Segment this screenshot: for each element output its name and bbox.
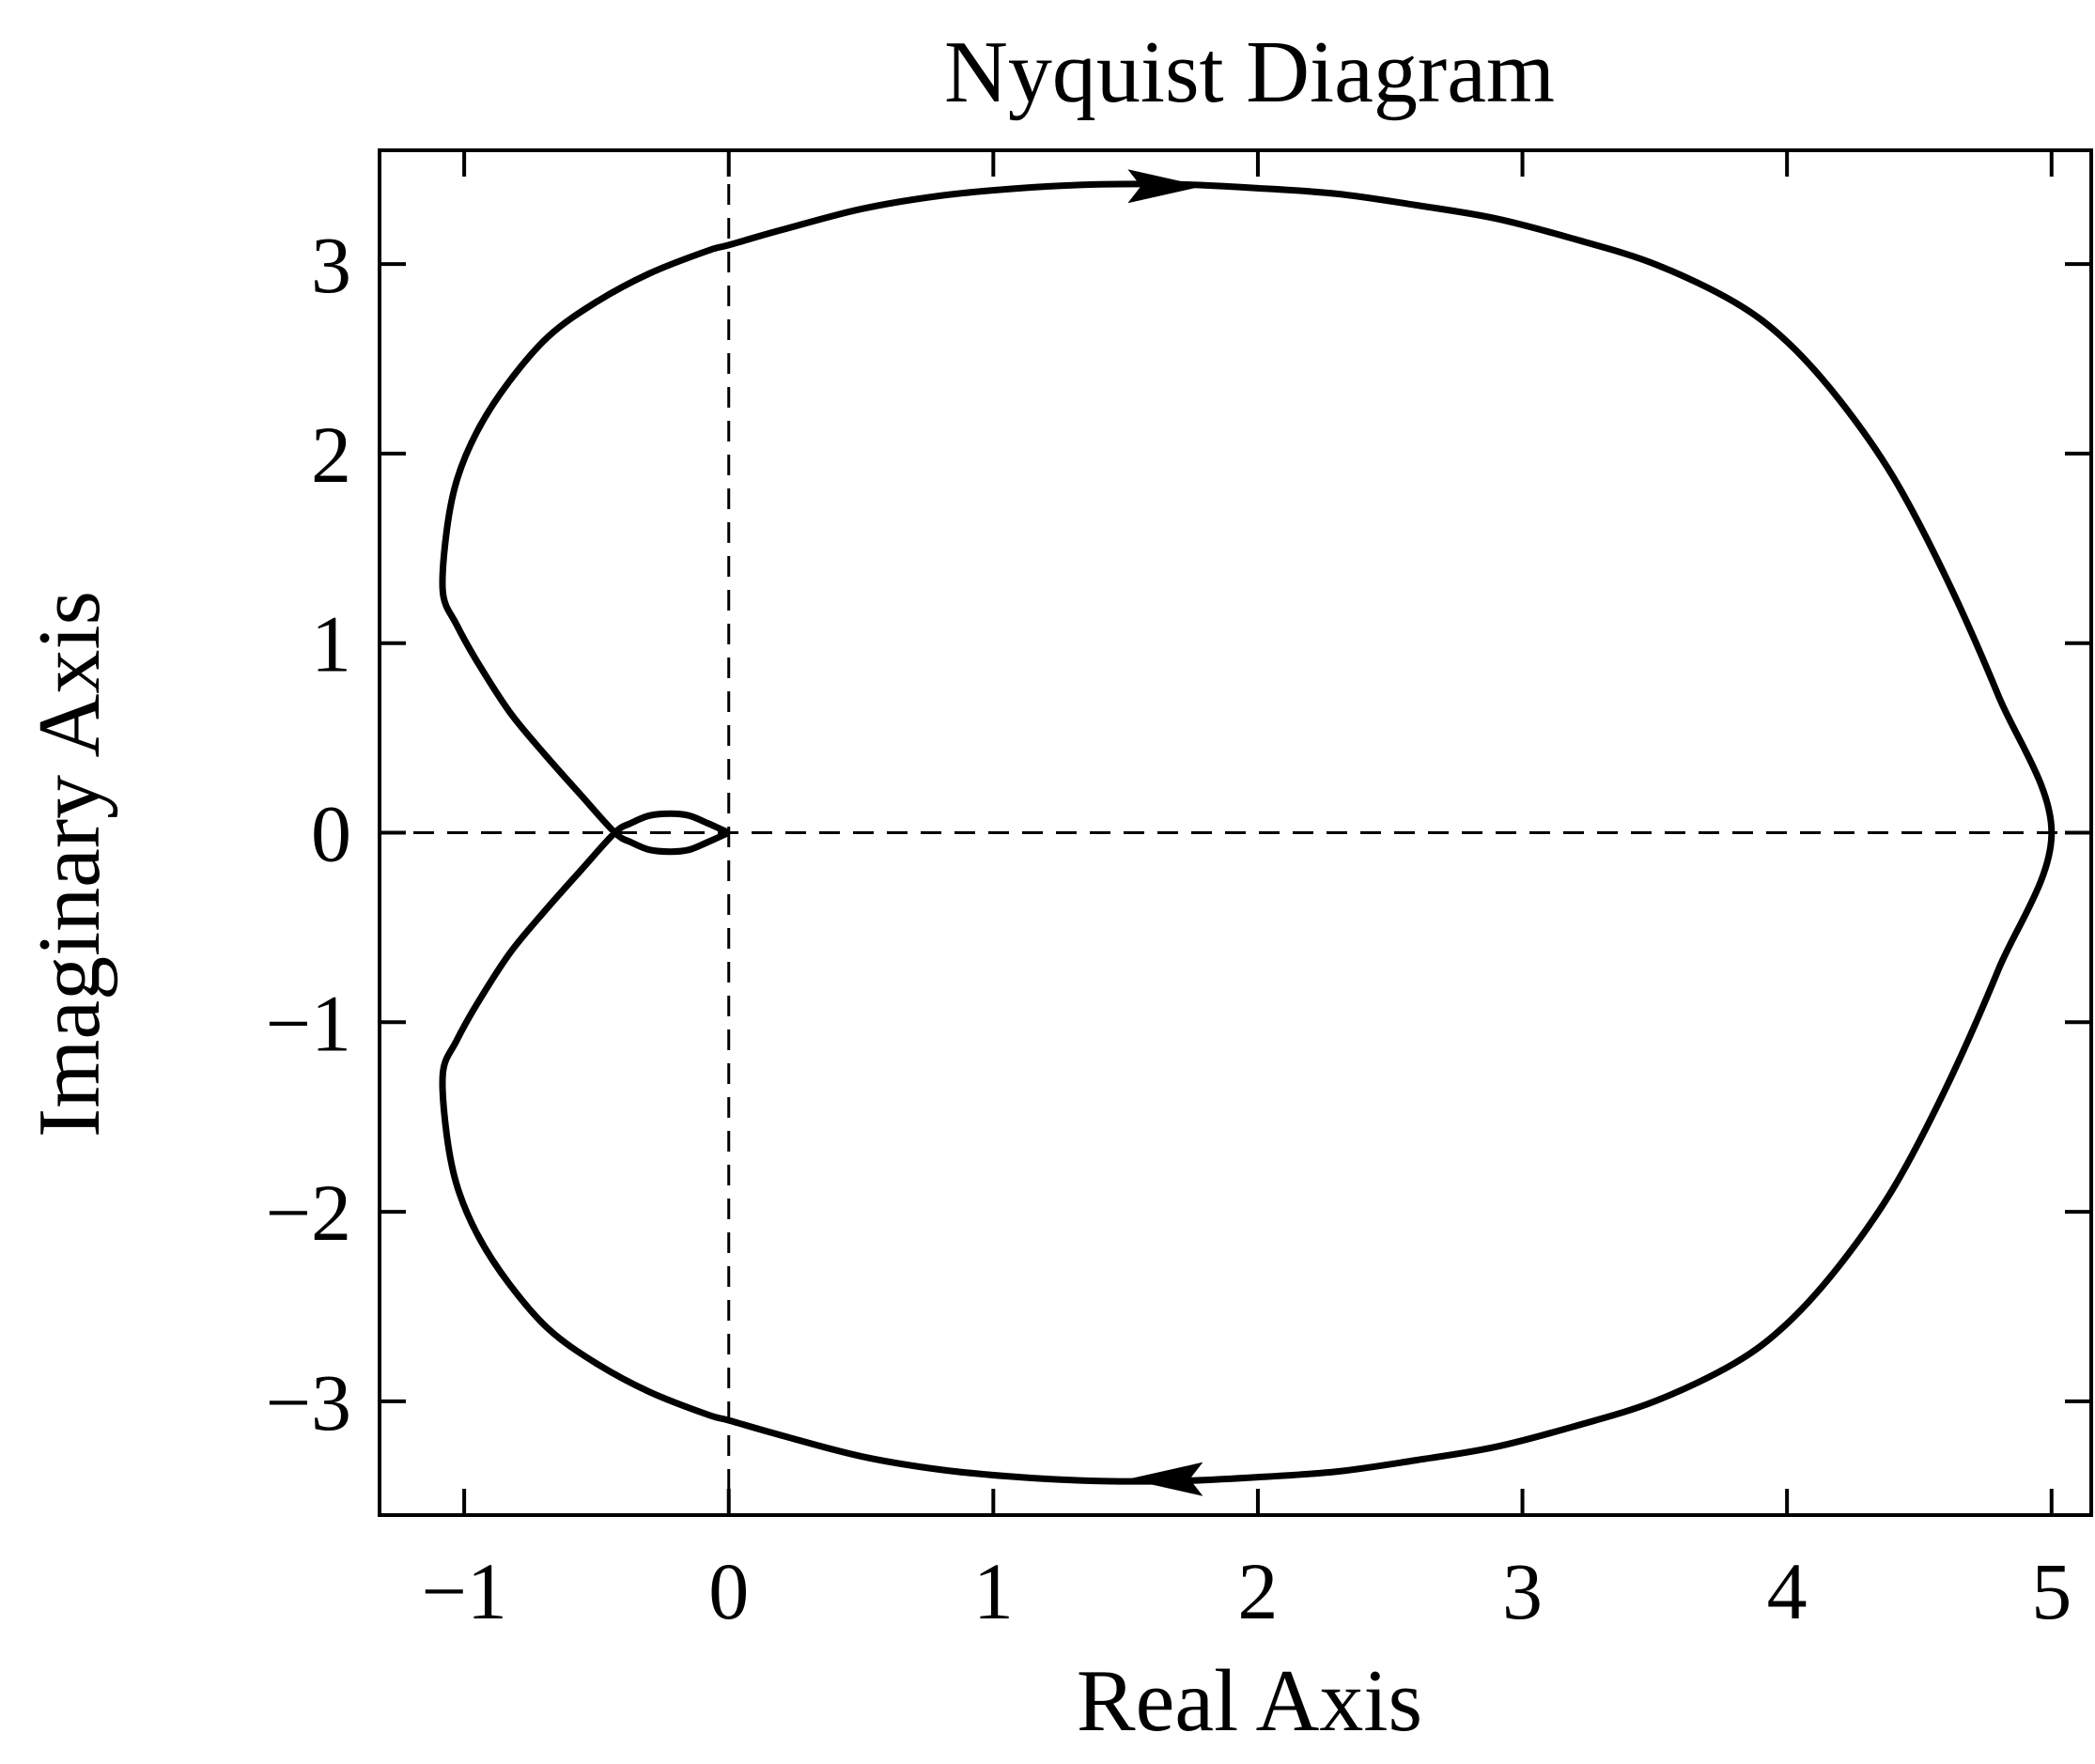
x-tick-label: 4 bbox=[1767, 1546, 1808, 1636]
plot-area: −1 0 1 2 3 4 5 −3 −2 −1 0 1 2 3 bbox=[265, 148, 2093, 1636]
y-tick-label: 0 bbox=[311, 789, 351, 879]
x-tick-label: −1 bbox=[421, 1546, 507, 1636]
direction-arrow-left bbox=[1127, 1462, 1203, 1496]
y-axis-label: Imaginary Axis bbox=[21, 591, 118, 1137]
y-tick-label: −2 bbox=[265, 1168, 351, 1258]
x-tick-label: 1 bbox=[973, 1546, 1014, 1636]
y-tick-label: 3 bbox=[311, 220, 351, 310]
y-tick-label: −1 bbox=[265, 978, 351, 1068]
x-tick-label: 0 bbox=[708, 1546, 749, 1636]
x-tick-label: 5 bbox=[2031, 1546, 2072, 1636]
y-tick-label: −3 bbox=[265, 1357, 351, 1447]
y-tick-label: 2 bbox=[311, 410, 351, 500]
y-tick-label: 1 bbox=[311, 599, 351, 689]
x-tick-label: 2 bbox=[1237, 1546, 1278, 1636]
chart-title: Nyquist Diagram bbox=[944, 23, 1555, 121]
x-tick-label: 3 bbox=[1502, 1546, 1543, 1636]
x-axis-label: Real Axis bbox=[1077, 1652, 1422, 1750]
nyquist-curve-0 bbox=[439, 180, 2056, 1485]
direction-arrow-right bbox=[1127, 169, 1203, 204]
